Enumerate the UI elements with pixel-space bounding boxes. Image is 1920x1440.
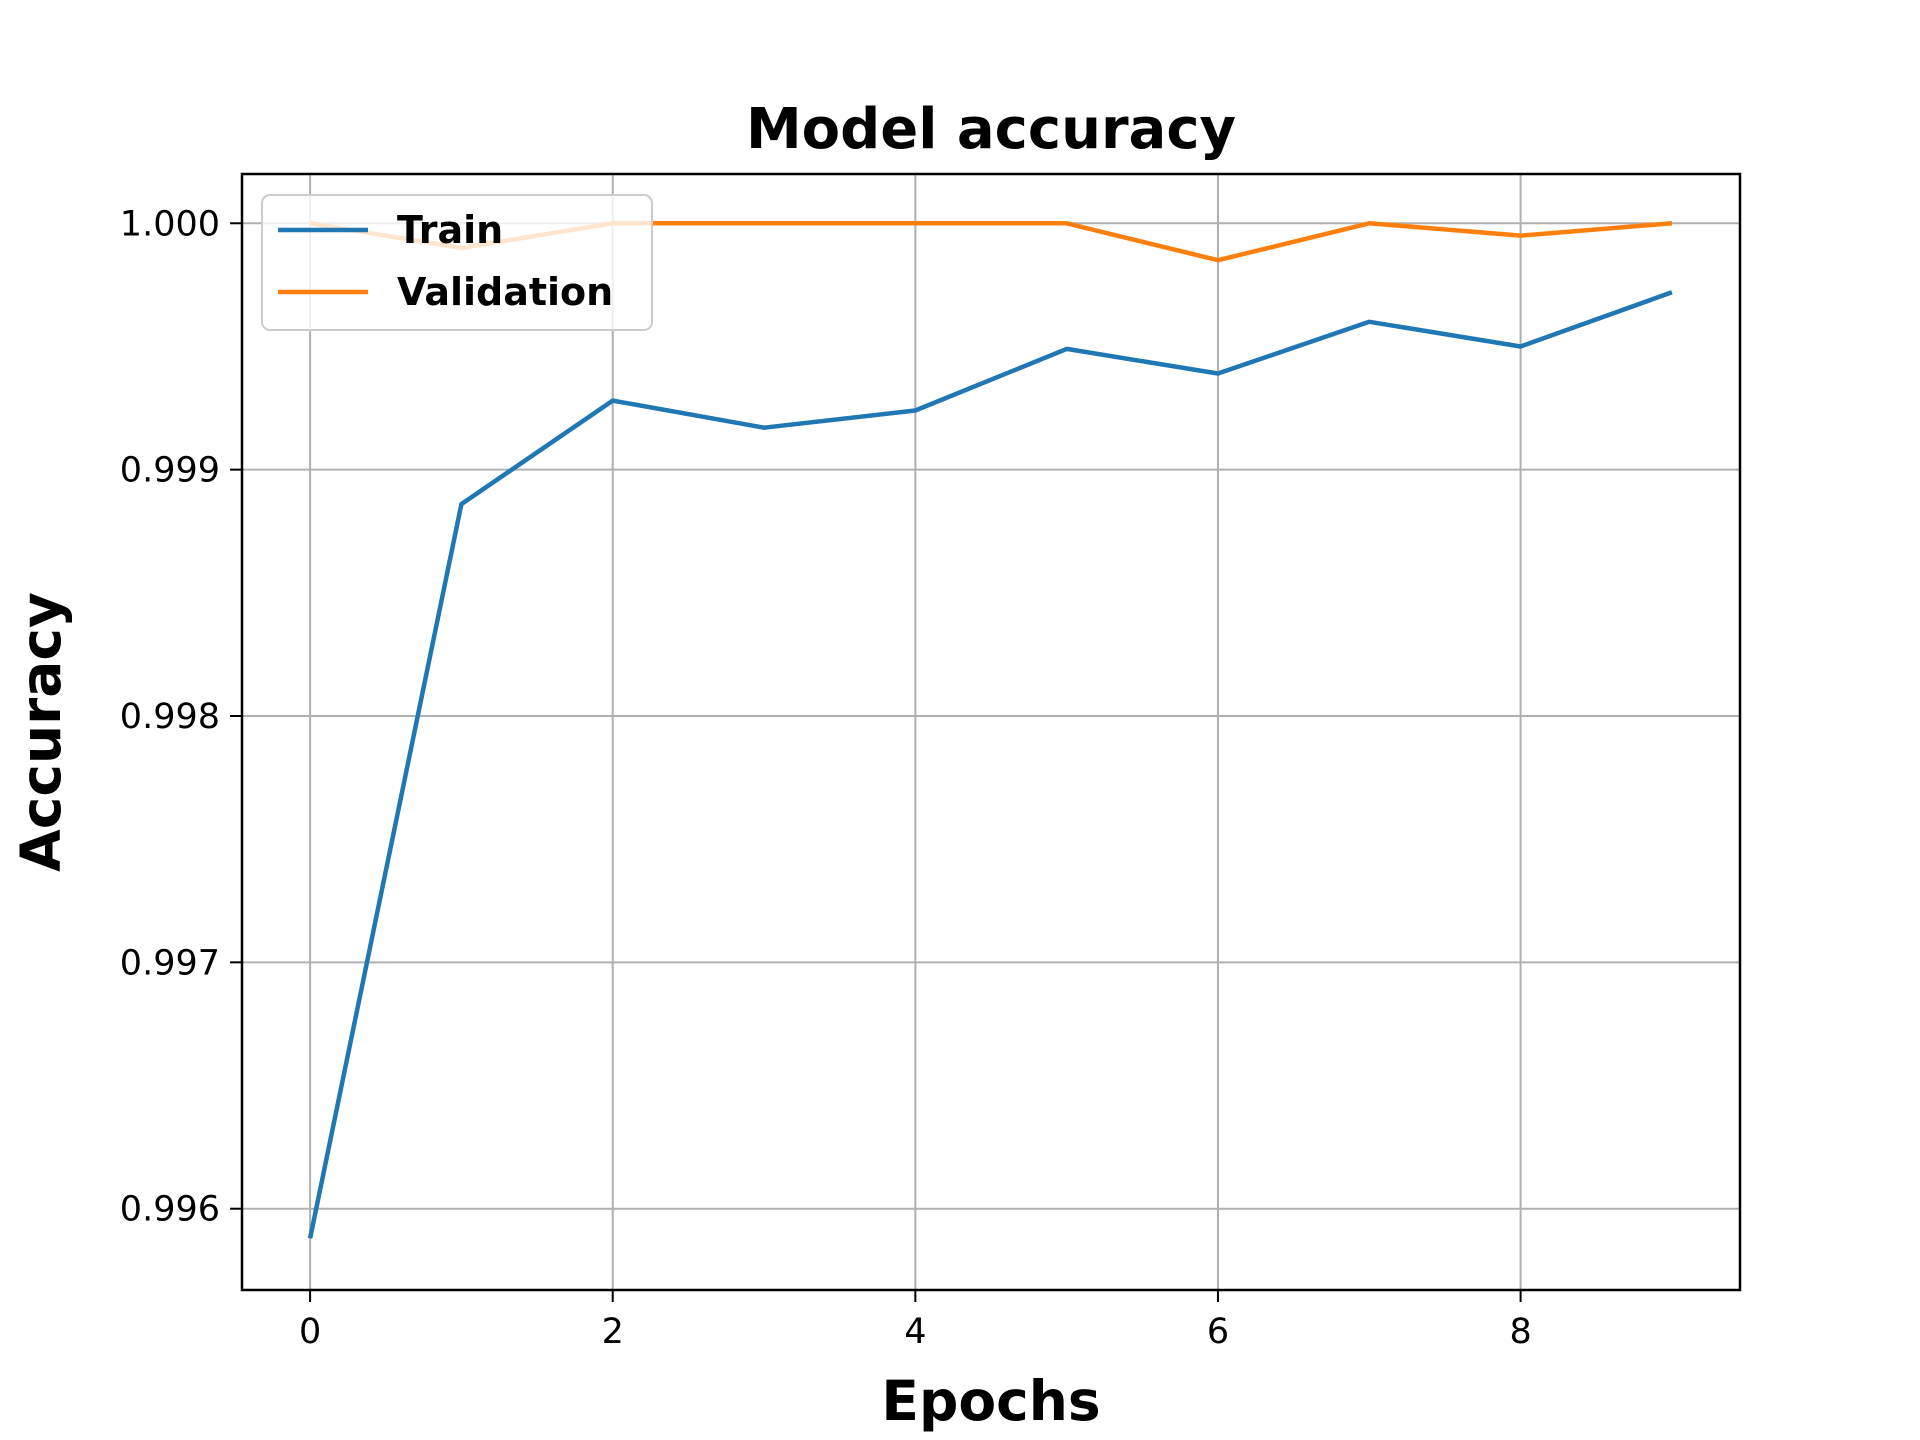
legend: Train Validation xyxy=(261,194,653,331)
y-tick-label: 0.999 xyxy=(120,451,220,491)
y-tick-label: 0.997 xyxy=(120,943,220,983)
series-line-train xyxy=(307,290,1673,1239)
axis-ticks: 0 2 4 6 8 0.996 0.997 0.998 0.999 1.000 xyxy=(120,204,1532,1352)
x-tick-label: 8 xyxy=(1509,1312,1531,1352)
y-tick-label: 0.996 xyxy=(120,1190,220,1230)
x-tick-label: 6 xyxy=(1207,1312,1229,1352)
y-axis-label: Accuracy xyxy=(9,592,73,872)
x-tick-label: 0 xyxy=(299,1312,321,1352)
y-tick-label: 1.000 xyxy=(120,204,220,244)
chart-title: Model accuracy xyxy=(746,97,1236,162)
plot-area xyxy=(242,174,1740,1290)
x-tick-label: 4 xyxy=(904,1312,926,1352)
legend-label-train: Train xyxy=(397,208,503,252)
x-tick-label: 2 xyxy=(602,1312,624,1352)
y-tick-label: 0.998 xyxy=(120,697,220,737)
plot-frame xyxy=(240,172,1742,1292)
x-axis-label: Epochs xyxy=(881,1369,1100,1433)
legend-label-validation: Validation xyxy=(397,270,613,314)
